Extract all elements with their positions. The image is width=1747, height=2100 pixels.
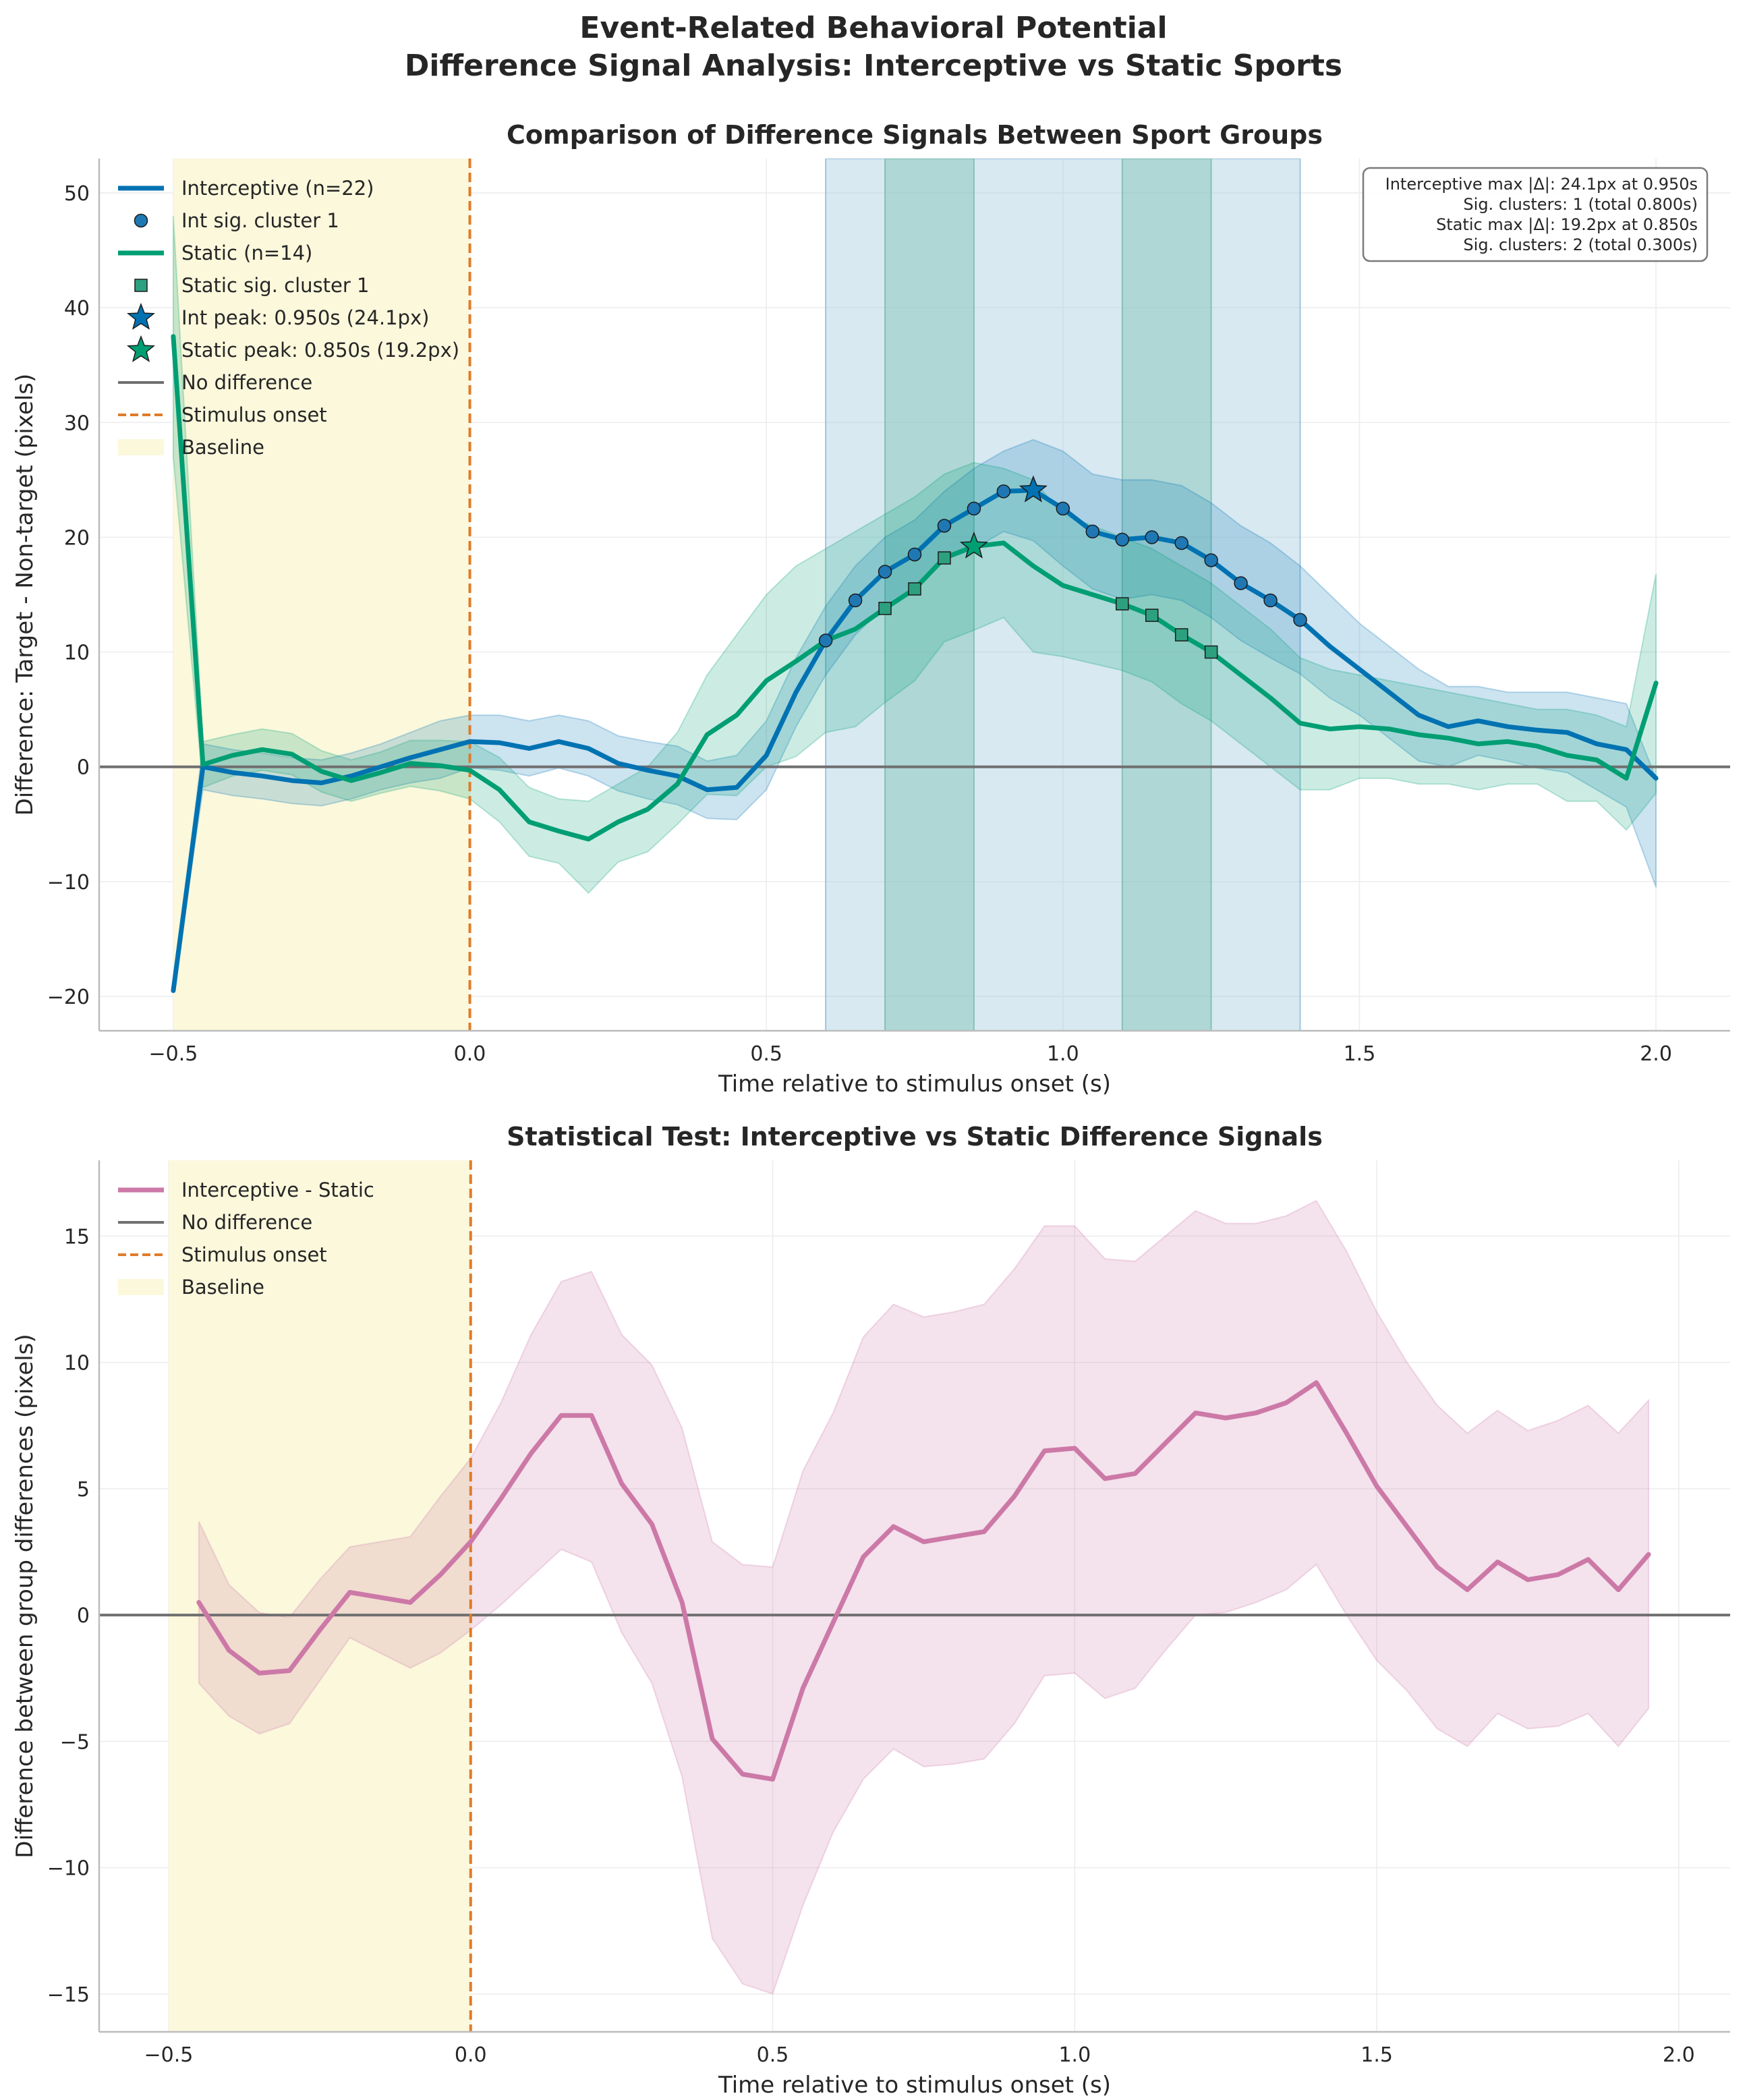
y-tick-label: 5: [77, 1478, 90, 1502]
top-panel: −0.5 0.0 0.5 1.0 1.5 2.0 −20 −10 0 10 20 30 40 50 Comp…: [11, 120, 1730, 1098]
interceptive-sig-point: [967, 501, 981, 516]
legend-label: Static sig. cluster 1: [181, 274, 369, 297]
interceptive-sig-point: [1145, 530, 1159, 544]
stats-info-box: Interceptive max |Δ|: 24.1px at 0.950sSi…: [1362, 167, 1709, 262]
legend-label: No difference: [181, 371, 312, 394]
legend-label: Stimulus onset: [181, 403, 327, 426]
y-tick-label: 40: [64, 297, 90, 320]
legend-label: Int sig. cluster 1: [181, 209, 339, 232]
legend-label: Int peak: 0.950s (24.1px): [181, 306, 429, 329]
x-axis-label: Time relative to stimulus onset (s): [718, 2072, 1111, 2099]
bottom-panel: −0.5 0.0 0.5 1.0 1.5 2.0 −15 −10 −5 0 5 10 15 Statist…: [11, 1122, 1730, 2099]
y-tick-label: 10: [64, 1352, 90, 1375]
figure-title-line-1: Event-Related Behavioral Potential: [579, 11, 1167, 45]
static-sig-point: [1174, 628, 1188, 642]
info-box-line: Interceptive max |Δ|: 24.1px at 0.950s: [1385, 175, 1698, 194]
x-tick-label: 2.0: [1640, 1042, 1672, 1066]
legend-label: Static peak: 0.850s (19.2px): [181, 339, 459, 362]
legend-label: Stimulus onset: [181, 1243, 327, 1266]
y-tick-label: −15: [47, 1983, 90, 2007]
interceptive-minus-static-confidence-band: [198, 1199, 1650, 1995]
interceptive-sig-point: [1115, 532, 1129, 547]
interceptive-sig-point: [937, 519, 952, 533]
x-tick-label: 2.0: [1663, 2043, 1695, 2067]
y-tick-label: 10: [64, 642, 90, 665]
y-tick-label: −20: [47, 986, 90, 1009]
x-tick-label: 1.5: [1344, 1042, 1376, 1066]
interceptive-sig-point: [1204, 553, 1218, 567]
legend-swatch-circle: [134, 213, 148, 228]
legend-swatch-patch: [118, 1279, 164, 1295]
interceptive-minus-static-line: [196, 1380, 1651, 1782]
legend-label: Interceptive (n=22): [181, 177, 374, 200]
y-axis-label: Difference: Target - Non-target (pixels): [11, 374, 38, 816]
static-sig-point: [1204, 645, 1218, 659]
static-sig-point: [878, 602, 892, 615]
info-box-line: Sig. clusters: 2 (total 0.300s): [1463, 235, 1698, 254]
interceptive-sig-point: [1263, 593, 1278, 608]
interceptive-sig-point: [1234, 576, 1248, 590]
interceptive-sig-point: [1085, 524, 1100, 539]
interceptive-peak-star: [1019, 475, 1048, 503]
interceptive-sig-point: [996, 484, 1011, 499]
y-tick-label: 20: [64, 526, 90, 550]
x-tick-label: 0.5: [757, 2043, 789, 2067]
x-tick-label: −0.5: [144, 2043, 194, 2067]
static-sig-cluster-span: [1121, 159, 1212, 1031]
y-tick-label: 15: [64, 1225, 90, 1249]
static-sig-point: [908, 582, 921, 596]
interceptive-sig-point: [818, 633, 833, 648]
x-tick-label: 0.5: [750, 1042, 782, 1066]
info-box-frame: [1362, 167, 1709, 262]
x-tick-label: 0.0: [454, 1042, 486, 1066]
x-tick-label: −0.5: [148, 1042, 198, 1066]
y-tick-label: 50: [64, 182, 90, 206]
legend-label: Baseline: [181, 436, 264, 459]
static-sig-point: [938, 551, 951, 565]
legend-swatch-square: [134, 279, 148, 292]
legend-swatch-star: [126, 302, 156, 330]
static-sig-cluster-span: [884, 159, 975, 1031]
y-axis-label: Difference between group differences (pi…: [11, 1334, 38, 1858]
info-box-line: Static max |Δ|: 19.2px at 0.850s: [1436, 215, 1698, 234]
info-box-line: Sig. clusters: 1 (total 0.800s): [1463, 195, 1698, 214]
interceptive-sig-point: [1293, 613, 1307, 627]
static-sig-point: [1145, 608, 1159, 622]
legend: Interceptive - Static No difference Stimul…: [118, 1179, 374, 1299]
legend-label: No difference: [181, 1211, 312, 1234]
plot-area: [99, 159, 1730, 1031]
y-tick-label: −10: [47, 1857, 90, 1881]
interceptive-confidence-band: [172, 438, 1657, 991]
legend: Interceptive (n=22) Int sig. cluster 1 Sta…: [118, 177, 459, 459]
static-sig-point: [1115, 597, 1129, 611]
baseline-region: [173, 159, 470, 1031]
y-tick-label: −10: [47, 871, 90, 895]
x-axis-label: Time relative to stimulus onset (s): [718, 1071, 1111, 1098]
y-tick-label: 0: [77, 756, 90, 780]
x-tick-label: 1.0: [1047, 1042, 1079, 1066]
interceptive-sig-point: [907, 547, 922, 562]
legend-swatch-star: [126, 335, 156, 362]
interceptive-sig-point: [848, 593, 863, 608]
legend-swatch-patch: [118, 439, 164, 455]
plot-area: [99, 1160, 1730, 2032]
y-tick-label: 0: [77, 1604, 90, 1628]
panel-title: Statistical Test: Interceptive vs Static…: [507, 1122, 1323, 1152]
y-tick-label: −5: [60, 1730, 90, 1754]
interceptive-sig-point: [1174, 536, 1188, 550]
figure-title-line-2: Difference Signal Analysis: Interceptive…: [405, 49, 1342, 83]
interceptive-sig-point: [878, 565, 892, 579]
legend-label: Baseline: [181, 1276, 264, 1299]
panel-title: Comparison of Difference Signals Between…: [507, 120, 1323, 150]
interceptive-sig-point: [1056, 501, 1070, 516]
x-tick-label: 1.0: [1058, 2043, 1091, 2067]
static-peak-star: [959, 531, 988, 559]
legend-label: Static (n=14): [181, 242, 312, 264]
legend-label: Interceptive - Static: [181, 1179, 374, 1201]
x-tick-label: 0.0: [455, 2043, 487, 2067]
x-tick-label: 1.5: [1361, 2043, 1393, 2067]
y-tick-label: 30: [64, 412, 90, 435]
